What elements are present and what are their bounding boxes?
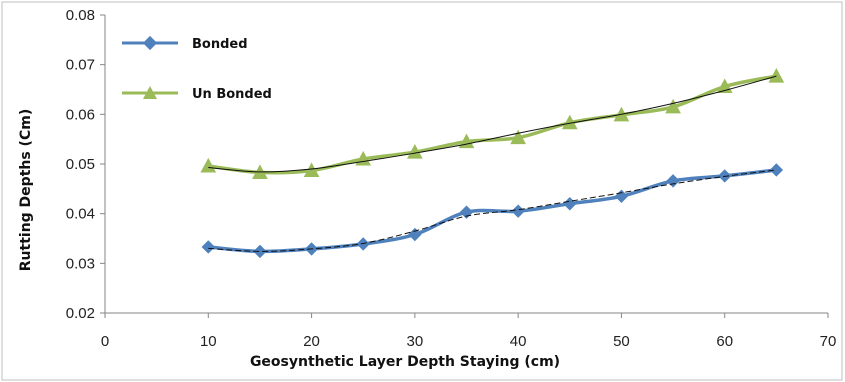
y-tick-label: 0.03 (66, 255, 95, 272)
x-tick-label: 40 (510, 333, 527, 350)
trendline-0 (208, 169, 777, 252)
y-axis-title: Rutting Depths (Cm) (18, 109, 34, 271)
x-tick-label: 20 (303, 333, 320, 350)
x-tick-label: 0 (101, 333, 109, 350)
data-point-bonded (201, 240, 215, 254)
legend-label-bonded: Bonded (192, 37, 248, 52)
trendline-1 (208, 75, 777, 173)
data-point-un-bonded (768, 68, 785, 83)
data-point-bonded (769, 163, 784, 177)
x-tick-label: 60 (716, 333, 733, 350)
x-tick-label: 50 (613, 333, 630, 350)
legend-marker-unbonded (143, 86, 157, 99)
data-point-un-bonded (510, 129, 526, 145)
x-tick-label: 70 (820, 333, 837, 350)
legend: Bonded Un Bonded (122, 35, 272, 102)
x-axis-title: Geosynthetic Layer Depth Staying (cm) (250, 354, 560, 370)
data-point-un-bonded (303, 162, 320, 177)
legend-label-unbonded: Un Bonded (192, 87, 272, 102)
tick-labels: 0.02 0.03 0.04 0.05 0.06 0.07 0.08 0 10 20 30 40 50 6… (66, 7, 837, 350)
data-point-bonded (253, 244, 267, 259)
y-tick-label: 0.08 (66, 7, 95, 24)
y-tick-label: 0.02 (66, 305, 95, 322)
y-tick-label: 0.07 (66, 57, 95, 74)
y-tick-label: 0.05 (66, 156, 95, 173)
data-point-un-bonded (200, 157, 217, 173)
y-tick-label: 0.04 (66, 206, 95, 223)
data-point-un-bonded (665, 98, 681, 114)
x-tick-label: 30 (407, 333, 424, 350)
axes (100, 14, 829, 318)
data-point-bonded (408, 227, 422, 242)
x-tick-label: 10 (200, 333, 217, 350)
y-tick-label: 0.06 (66, 106, 95, 123)
data-point-un-bonded (407, 144, 423, 159)
